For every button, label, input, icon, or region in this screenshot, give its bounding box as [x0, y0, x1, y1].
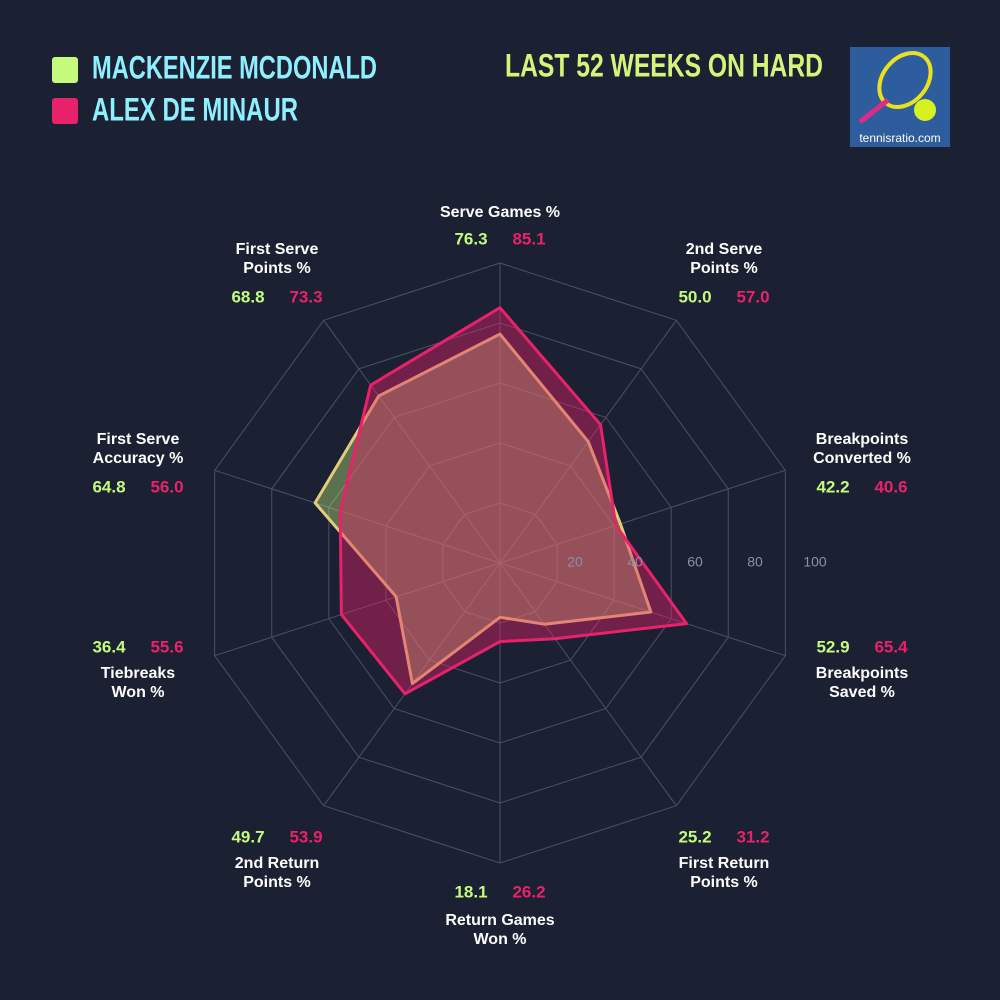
axis-line [214, 562, 501, 657]
axis-line [214, 469, 501, 564]
category-label: First Serve Accuracy % [92, 431, 184, 467]
axis-line [499, 562, 786, 657]
category-label: Serve Games % [439, 203, 561, 221]
r-tick-label: 20 [567, 554, 583, 570]
category-label: First Return Points % [678, 855, 770, 891]
value-label: 57.0 [736, 287, 769, 306]
value-label: 73.3 [289, 287, 322, 306]
r-tick-label: 60 [687, 554, 703, 570]
axis-line [323, 320, 501, 564]
value-label: 25.2 [678, 827, 711, 846]
r-tick-label: 100 [803, 554, 827, 570]
category-label: First Serve Points % [235, 241, 319, 277]
value-label: 36.4 [92, 637, 126, 656]
category-label: 2nd Serve Points % [685, 241, 763, 277]
category-label: Breakpoints Saved % [815, 665, 909, 701]
chart-title: LAST 52 WEEKS ON HARD [505, 47, 823, 83]
value-label: 42.2 [816, 477, 849, 496]
value-label: 50.0 [678, 287, 711, 306]
category-label: Breakpoints Converted % [813, 431, 911, 467]
logo-text: tennisratio.com [859, 131, 940, 145]
legend-swatch [52, 98, 78, 124]
logo: tennisratio.com [850, 47, 950, 147]
logo-handle [858, 98, 890, 124]
value-label: 49.7 [231, 827, 264, 846]
r-tick-label: 40 [627, 554, 643, 570]
value-label: 85.1 [512, 229, 545, 248]
value-label: 68.8 [231, 287, 264, 306]
legend-swatch [52, 57, 78, 83]
radar-area [338, 306, 689, 696]
value-label: 56.0 [150, 477, 183, 496]
value-label: 40.6 [874, 477, 907, 496]
category-label: 2nd Return Points % [234, 855, 320, 891]
value-label: 31.2 [736, 827, 769, 846]
legend-label: MACKENZIE MCDONALD [92, 49, 377, 85]
value-label: 76.3 [454, 229, 487, 248]
value-label: 64.8 [92, 477, 125, 496]
category-label: Return Games Won % [445, 912, 555, 948]
value-label: 18.1 [454, 882, 487, 901]
logo-ball [914, 99, 936, 121]
value-label: 53.9 [289, 827, 322, 846]
value-label: 55.6 [150, 637, 183, 656]
logo-bg [850, 47, 950, 147]
value-label: 52.9 [816, 637, 849, 656]
axis-line [499, 469, 786, 564]
value-label: 65.4 [874, 637, 908, 656]
axis-line [499, 562, 677, 806]
value-label: 26.2 [512, 882, 545, 901]
radar-area [313, 332, 653, 686]
legend-label: ALEX DE MINAUR [92, 91, 298, 127]
r-tick-label: 80 [747, 554, 763, 570]
category-label: Tiebreaks Won % [100, 665, 176, 701]
